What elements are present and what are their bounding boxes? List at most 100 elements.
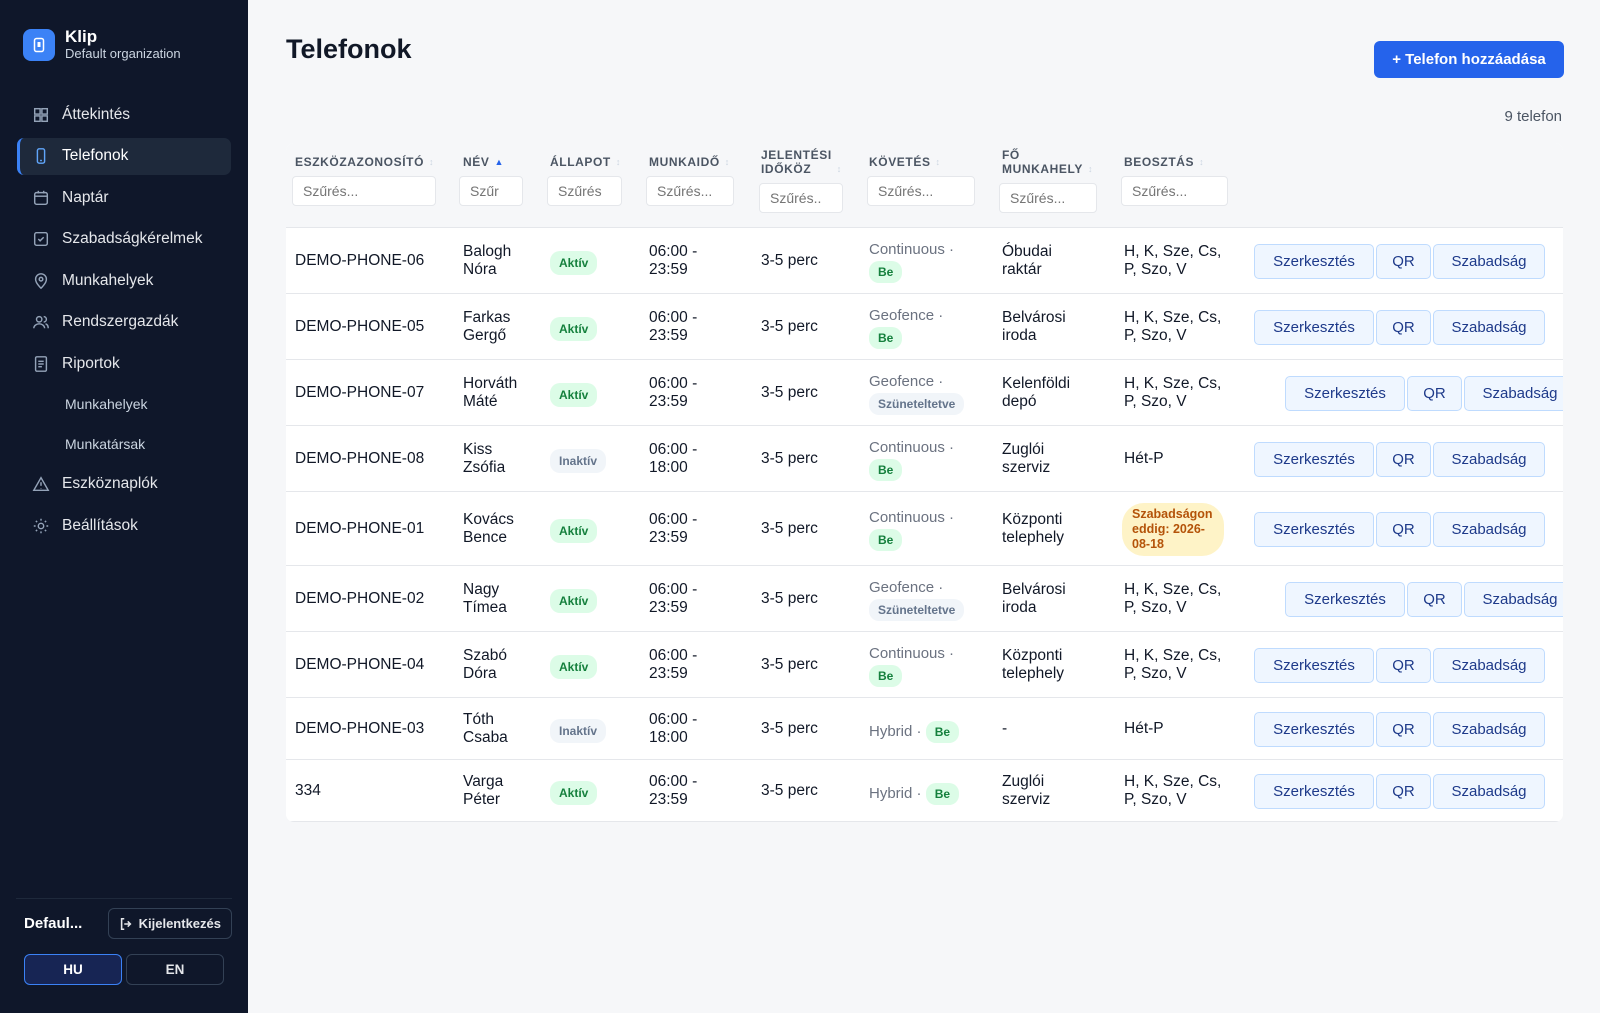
filter-input-kovetes[interactable] [867, 176, 975, 206]
table-row[interactable]: DEMO-PHONE-06 Balogh Nóra Aktív 06:00 -23:59… [286, 228, 1563, 294]
sidebar-subitem-munkahelyek[interactable]: Munkahelyek [65, 396, 148, 412]
sidebar-item-telefonok[interactable]: Telefonok [17, 137, 231, 175]
leave-button[interactable]: Szabadság [1433, 711, 1545, 747]
sidebar-item-beallitasok[interactable]: Beállítások [17, 507, 231, 544]
sort-icon[interactable]: ↕ [836, 164, 842, 174]
edit-button[interactable]: Szerkesztés [1254, 309, 1374, 345]
edit-button[interactable]: Szerkesztés [1254, 647, 1374, 683]
table-row[interactable]: 334 Varga Péter Aktív 06:00 -23:59 3-5 perc Hy… [286, 760, 1563, 822]
table-row[interactable]: DEMO-PHONE-07 Horváth Máté Aktív 06:00 -23:5… [286, 360, 1563, 426]
phone-name: Kovács Bence [463, 511, 514, 546]
qr-button[interactable]: QR [1376, 773, 1431, 809]
schedule-cell: H, K, Sze, Cs, P, Szo, V [1124, 243, 1222, 278]
qr-button[interactable]: QR [1376, 441, 1431, 477]
sort-icon[interactable]: ↕ [1087, 164, 1094, 174]
qr-button[interactable]: QR [1376, 511, 1431, 547]
add-phone-button[interactable]: + Telefon hozzáadása [1374, 41, 1564, 78]
row-actions: Szerkesztés QR Szabadság [1254, 309, 1547, 345]
leave-button[interactable]: Szabadság [1433, 647, 1545, 683]
status-badge: Aktív [550, 383, 598, 407]
column-header-beosztas[interactable]: BEOSZTÁS ↕ [1124, 143, 1204, 169]
qr-button[interactable]: QR [1407, 581, 1462, 617]
warning-icon [32, 475, 50, 493]
leave-button[interactable]: Szabadság [1433, 773, 1545, 809]
tracking-cell: Continuous · Be [869, 439, 954, 481]
row-actions: Szerkesztés QR Szabadság [1254, 243, 1547, 279]
qr-button[interactable]: QR [1376, 309, 1431, 345]
leave-button[interactable]: Szabadság [1433, 243, 1545, 279]
sort-icon[interactable]: ↕ [1199, 157, 1205, 167]
qr-button[interactable]: QR [1376, 647, 1431, 683]
sidebar-item-rendszergazdak[interactable]: Rendszergazdák [17, 304, 231, 341]
status-badge: Aktív [550, 317, 598, 341]
qr-button[interactable]: QR [1407, 375, 1462, 411]
filter-input-fo-munkahely[interactable] [999, 183, 1097, 213]
sidebar-item-attekintes[interactable]: Áttekintés [17, 96, 231, 133]
edit-button[interactable]: Szerkesztés [1254, 243, 1374, 279]
column-header-fo-munkahely[interactable]: FŐ MUNKAHELY ↕ [1002, 143, 1093, 176]
work-hours: 06:00 -23:59 [649, 243, 698, 278]
edit-button[interactable]: Szerkesztés [1285, 581, 1405, 617]
column-header-munkaido[interactable]: MUNKAIDŐ ↕ [649, 143, 730, 169]
qr-button[interactable]: QR [1376, 243, 1431, 279]
sort-asc-icon[interactable]: ▲ [494, 157, 504, 167]
sort-icon[interactable]: ↕ [724, 157, 730, 167]
sidebar-item-eszkoznaplok[interactable]: Eszköznaplók [17, 466, 231, 503]
edit-button[interactable]: Szerkesztés [1254, 511, 1374, 547]
column-header-nev[interactable]: NÉV ▲ [463, 143, 504, 169]
leave-button[interactable]: Szabadság [1433, 511, 1545, 547]
leave-button[interactable]: Szabadság [1464, 581, 1563, 617]
work-hours: 06:00 -23:59 [649, 581, 698, 616]
phone-name: Szabó Dóra [463, 647, 507, 682]
sidebar-item-naptar[interactable]: Naptár [17, 179, 231, 216]
table-row[interactable]: DEMO-PHONE-05 Farkas Gergő Aktív 06:00 -23:5… [286, 294, 1563, 360]
brand[interactable]: Klip Default organization [23, 27, 181, 62]
filter-input-beosztas[interactable] [1121, 176, 1228, 206]
table-row[interactable]: DEMO-PHONE-03 Tóth Csaba Inaktív 06:00 -18:0… [286, 698, 1563, 760]
work-hours: 06:00 -18:00 [649, 711, 698, 746]
logout-button[interactable]: Kijelentkezés [107, 908, 232, 939]
sort-icon[interactable]: ↕ [935, 157, 941, 167]
sidebar-item-munkahelyek[interactable]: Munkahelyek [17, 262, 231, 299]
main-workplace: Zuglói szerviz [1002, 441, 1051, 476]
sidebar-item-riportok[interactable]: Riportok [17, 345, 231, 382]
sort-icon[interactable]: ↕ [615, 157, 621, 167]
filter-input-nev[interactable] [459, 176, 523, 206]
column-header-label: FŐ [1002, 148, 1020, 162]
filter-input-jelentesi-idokoz[interactable] [759, 183, 843, 213]
column-header-jelentesi-idokoz[interactable]: JELENTÉSI IDŐKÖZ ↕ [761, 143, 842, 176]
column-header-allapot[interactable]: ÁLLAPOT ↕ [550, 143, 621, 169]
lang-hu-button[interactable]: HU [24, 954, 122, 985]
report-interval: 3-5 perc [761, 450, 818, 467]
main-workplace: Belvárosi iroda [1002, 581, 1066, 616]
column-header-eszkozazonosito[interactable]: ESZKÖZAZONOSÍTÓ ↕ [295, 143, 434, 169]
sidebar-item-szabadsagkerelmek[interactable]: Szabadságkérelmek [17, 221, 231, 258]
filter-input-munkaido[interactable] [646, 176, 734, 206]
leave-button[interactable]: Szabadság [1464, 375, 1563, 411]
edit-button[interactable]: Szerkesztés [1254, 773, 1374, 809]
qr-button[interactable]: QR [1376, 711, 1431, 747]
table-row[interactable]: DEMO-PHONE-01 Kovács Bence Aktív 06:00 -23:5… [286, 492, 1563, 566]
table-row[interactable]: DEMO-PHONE-02 Nagy Tímea Aktív 06:00 -23:59 3… [286, 566, 1563, 632]
work-hours: 06:00 -23:59 [649, 309, 698, 344]
table-row[interactable]: DEMO-PHONE-08 Kiss Zsófia Inaktív 06:00 -18:… [286, 426, 1563, 492]
edit-button[interactable]: Szerkesztés [1254, 441, 1374, 477]
table-row[interactable]: DEMO-PHONE-04 Szabó Dóra Aktív 06:00 -23:59 3… [286, 632, 1563, 698]
lang-en-button[interactable]: EN [126, 954, 224, 985]
sidebar: Klip Default organization Áttekintés Tele… [0, 0, 248, 1013]
column-header-kovetes[interactable]: KÖVETÉS ↕ [869, 143, 941, 169]
filter-input-eszkozazonosito[interactable] [292, 176, 436, 206]
main-workplace: - [1002, 720, 1008, 737]
tracking-state-badge: Be [925, 783, 960, 805]
filter-input-allapot[interactable] [547, 176, 622, 206]
edit-button[interactable]: Szerkesztés [1254, 711, 1374, 747]
org-name: Default organization [65, 46, 181, 61]
leave-button[interactable]: Szabadság [1433, 309, 1545, 345]
column-header-label: ESZKÖZAZONOSÍTÓ [295, 155, 424, 169]
sort-icon[interactable]: ↕ [429, 157, 435, 167]
status-cell: Aktív [550, 317, 598, 341]
tracking-state-badge: Be [869, 529, 903, 551]
edit-button[interactable]: Szerkesztés [1285, 375, 1405, 411]
sidebar-subitem-munkatarsak[interactable]: Munkatársak [65, 435, 146, 452]
leave-button[interactable]: Szabadság [1433, 441, 1545, 477]
